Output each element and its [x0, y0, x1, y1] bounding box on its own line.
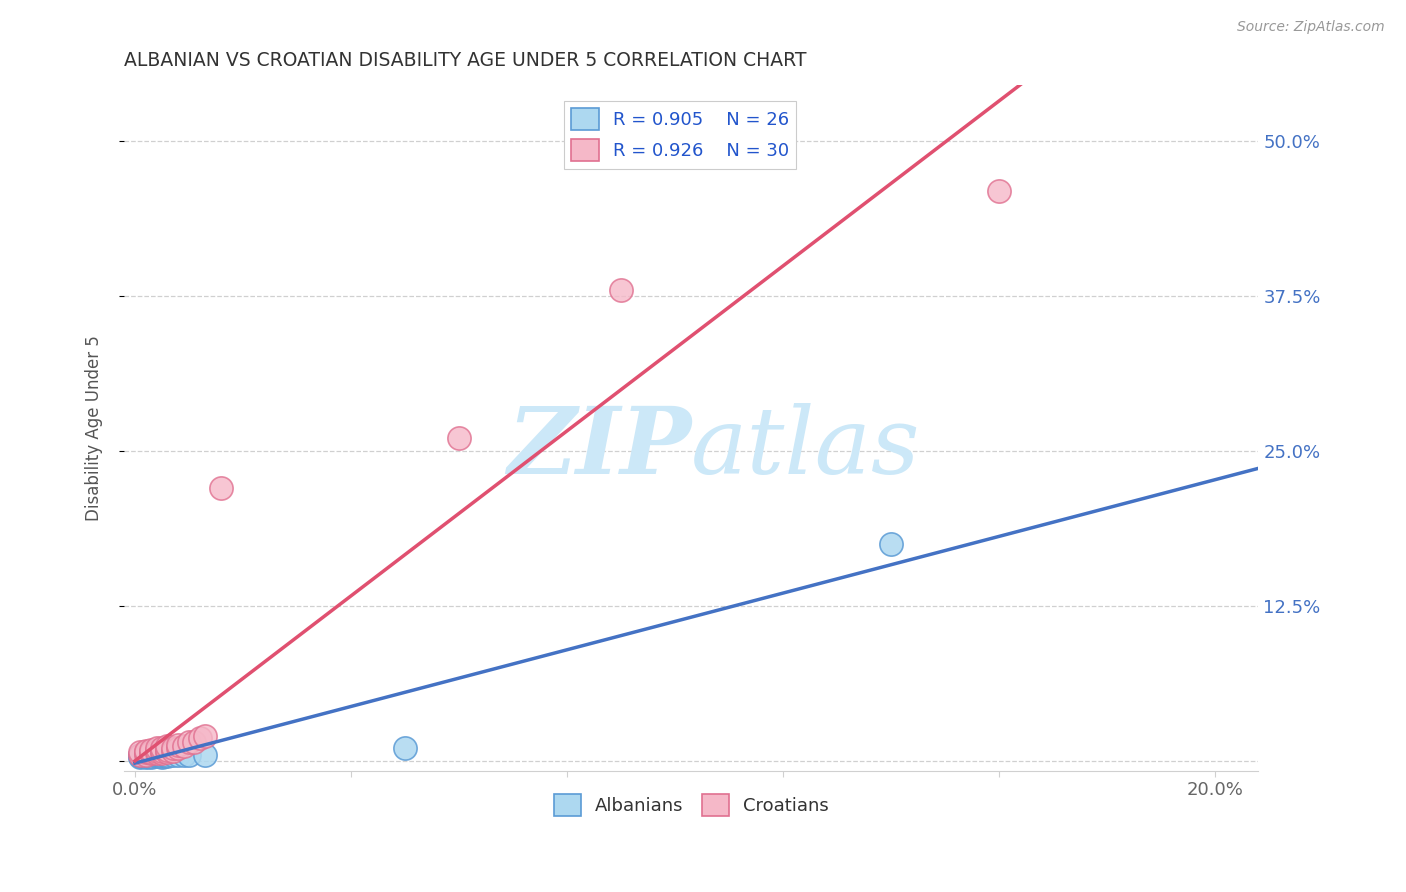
Point [194, 729, 217, 743]
Point [135, 748, 157, 763]
Point [135, 750, 157, 764]
Point [139, 747, 162, 761]
Point [156, 748, 179, 763]
Point [145, 748, 167, 763]
Point [162, 741, 184, 756]
Point [162, 747, 184, 762]
Point [167, 741, 190, 756]
Point [145, 741, 167, 756]
Point [150, 750, 173, 764]
Point [177, 747, 200, 762]
Point [173, 747, 195, 762]
Point [129, 745, 152, 759]
Point [610, 283, 633, 297]
Point [156, 745, 179, 759]
Point [129, 747, 152, 762]
Point [177, 735, 200, 749]
Point [135, 747, 157, 762]
Point [167, 738, 190, 752]
Point [156, 739, 179, 753]
Point [139, 742, 162, 756]
Point [173, 739, 195, 753]
Point [139, 748, 162, 763]
Text: ZIP: ZIP [508, 403, 692, 493]
Point [188, 731, 211, 746]
Point [156, 742, 179, 756]
Point [209, 481, 232, 495]
Legend: Albanians, Croatians: Albanians, Croatians [547, 787, 837, 823]
Point [150, 747, 173, 761]
Y-axis label: Disability Age Under 5: Disability Age Under 5 [86, 335, 103, 521]
Point [880, 537, 903, 551]
Point [150, 747, 173, 761]
Point [988, 184, 1011, 198]
Point [129, 750, 152, 764]
Point [135, 747, 157, 762]
Text: Source: ZipAtlas.com: Source: ZipAtlas.com [1237, 20, 1385, 34]
Point [150, 741, 173, 756]
Point [156, 747, 179, 762]
Point [129, 748, 152, 763]
Point [145, 747, 167, 761]
Point [145, 744, 167, 758]
Point [135, 744, 157, 758]
Point [194, 747, 217, 762]
Text: atlas: atlas [692, 403, 921, 493]
Point [167, 747, 190, 762]
Point [162, 744, 184, 758]
Point [150, 744, 173, 758]
Point [183, 735, 205, 749]
Point [145, 747, 167, 761]
Point [145, 747, 167, 762]
Point [139, 747, 162, 762]
Text: ALBANIAN VS CROATIAN DISABILITY AGE UNDER 5 CORRELATION CHART: ALBANIAN VS CROATIAN DISABILITY AGE UNDE… [124, 51, 807, 70]
Point [447, 432, 470, 446]
Point [394, 741, 416, 756]
Point [150, 748, 173, 763]
Point [129, 747, 152, 762]
Point [150, 747, 173, 762]
Point [139, 750, 162, 764]
Point [139, 745, 162, 759]
Point [135, 747, 157, 761]
Point [135, 745, 157, 759]
